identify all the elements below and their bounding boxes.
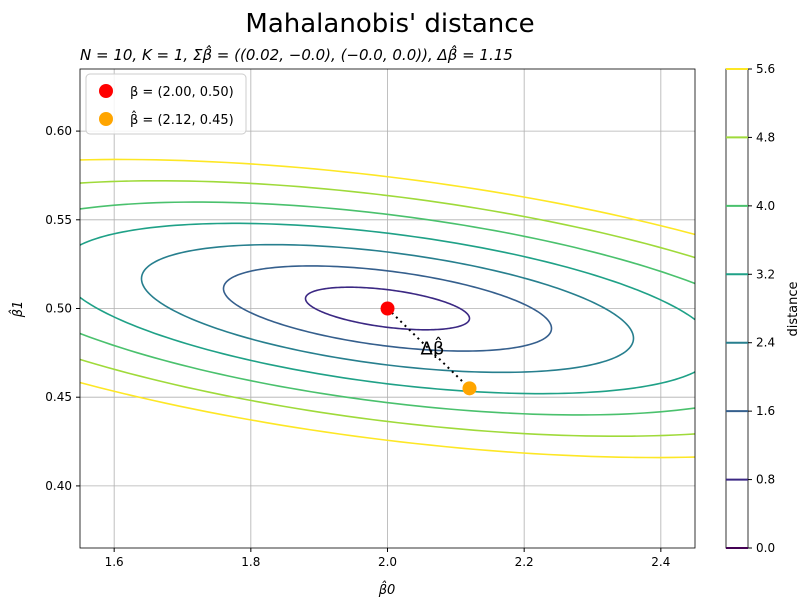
y-tick-label: 0.60 <box>45 124 72 138</box>
y-axis-ticks: 0.40 0.45 0.50 0.55 0.60 <box>45 124 80 493</box>
colorbar-label: distance <box>786 281 801 336</box>
legend-marker <box>99 84 113 98</box>
x-tick-label: 1.8 <box>241 555 260 569</box>
y-tick-label: 0.40 <box>45 479 72 493</box>
x-tick-label: 2.4 <box>651 555 670 569</box>
data-points <box>380 301 477 396</box>
y-tick-label: 0.50 <box>45 302 72 316</box>
grid <box>80 69 695 548</box>
delta-connector-line <box>386 307 471 390</box>
colorbar-tick-label: 4.8 <box>756 130 775 144</box>
colorbar-tick-label: 0.8 <box>756 473 775 487</box>
contour-lines <box>80 158 695 459</box>
colorbar: 0.0 0.8 1.6 2.4 3.2 4.0 4.8 5.6 distance <box>725 62 801 555</box>
colorbar-tick-label: 4.0 <box>756 199 775 213</box>
y-tick-label: 0.45 <box>45 390 72 404</box>
data-point <box>380 301 395 316</box>
y-axis-label: β̂1 <box>9 301 26 319</box>
colorbar-tick-label: 2.4 <box>756 336 775 350</box>
legend-label: β̂ = (2.12, 0.45) <box>130 111 234 128</box>
x-tick-label: 1.6 <box>105 555 124 569</box>
contour-line <box>140 243 635 374</box>
contour-line <box>222 265 553 352</box>
contour-line <box>80 222 695 395</box>
legend-marker <box>99 112 113 126</box>
delta-annotation: Δβ̂ <box>421 336 445 359</box>
data-point <box>462 381 477 396</box>
contour-line <box>80 158 695 459</box>
legend-label: β = (2.00, 0.50) <box>130 85 234 100</box>
y-tick-label: 0.55 <box>45 213 72 227</box>
colorbar-tick-label: 5.6 <box>756 62 775 76</box>
chart-title: Mahalanobis' distance <box>245 9 534 39</box>
colorbar-tick-label: 1.6 <box>756 404 775 418</box>
colorbar-frame <box>725 68 749 549</box>
legend: β = (2.00, 0.50) β̂ = (2.12, 0.45) <box>85 73 247 135</box>
legend-box <box>85 73 247 135</box>
contour-line <box>80 179 695 438</box>
colorbar-tick-label: 0.0 <box>756 541 775 555</box>
x-axis-ticks: 1.6 1.8 2.0 2.2 2.4 <box>105 548 670 569</box>
chart-subtitle: N = 10, K = 1, Σβ̂ = ((0.02, −0.0), (−0.… <box>80 44 513 64</box>
x-axis-label: β̂0 <box>378 581 396 598</box>
contour-line <box>304 286 471 331</box>
x-tick-label: 2.2 <box>515 555 534 569</box>
contour-line <box>80 201 695 416</box>
colorbar-tick-label: 3.2 <box>756 267 775 281</box>
x-tick-label: 2.0 <box>378 555 397 569</box>
